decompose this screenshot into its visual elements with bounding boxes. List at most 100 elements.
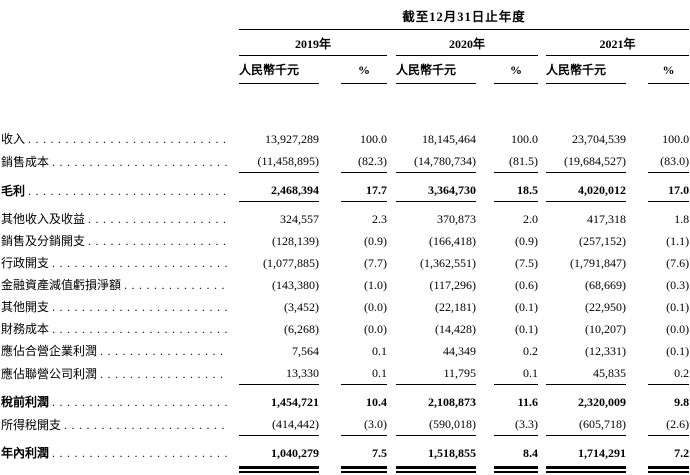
dot-leader <box>52 445 227 461</box>
amount-cell: (22,950) <box>585 300 626 314</box>
amount-cell: 2,468,394 <box>239 172 319 202</box>
double-rule-row <box>1 464 690 473</box>
amount-cell: 3,364,730 <box>396 172 476 202</box>
percent-cell: 0.2 <box>648 362 690 385</box>
percent-cell: (7.6) <box>666 256 690 270</box>
percent-cell: (0.9) <box>515 234 538 248</box>
row-label: 行政開支 <box>1 252 229 274</box>
amount-cell: (590,018) <box>396 413 476 436</box>
percent-cell: 0.2 <box>523 344 538 358</box>
percent-cell: (1.1) <box>666 234 690 248</box>
percent-header: % <box>648 55 690 84</box>
row-label: 財務成本 <box>1 318 229 340</box>
table-row-admin-expenses: 行政開支 (1,077,885) (7.7) (1,362,551) (7.5)… <box>1 252 689 274</box>
year-header: 2020年 <box>396 29 538 56</box>
percent-cell: 9.8 <box>674 395 690 409</box>
percent-cell: 17.7 <box>341 172 387 202</box>
double-rule <box>396 466 476 473</box>
amount-cell: (143,380) <box>272 278 319 292</box>
amount-cell: 44,349 <box>443 344 476 358</box>
amount-unit-header: 人民幣千元 <box>396 55 476 84</box>
dot-leader <box>52 394 227 410</box>
dot-leader <box>64 417 227 433</box>
row-label: 應佔聯營公司利潤 <box>1 362 229 385</box>
amount-unit-header: 人民幣千元 <box>546 55 626 84</box>
percent-cell: (1.0) <box>364 278 387 292</box>
spacer-row <box>1 84 689 129</box>
table-title: 截至12月31日止年度 <box>239 4 690 30</box>
dot-leader <box>100 366 227 382</box>
percent-cell: 0.1 <box>372 344 387 358</box>
percent-cell: 11.6 <box>517 395 538 409</box>
table-row-profit-before-tax: 稅前利潤 1,454,721 10.4 2,108,873 11.6 2,320… <box>1 385 689 414</box>
double-rule <box>546 466 626 473</box>
row-label: 銷售成本 <box>1 150 229 173</box>
amount-cell: (605,718) <box>546 413 626 436</box>
amount-cell: (1,077,885) <box>263 256 319 270</box>
amount-cell: 1,518,855 <box>428 446 476 460</box>
amount-cell: (257,152) <box>579 234 626 248</box>
amount-cell: 324,557 <box>280 212 319 226</box>
percent-cell: 10.4 <box>366 395 387 409</box>
percent-cell: 1.8 <box>674 212 690 226</box>
dot-leader <box>52 321 227 337</box>
amount-cell: (14,428) <box>435 322 476 336</box>
percent-cell: 18.5 <box>494 172 538 202</box>
amount-cell: (22,181) <box>435 300 476 314</box>
percent-header: % <box>341 55 387 84</box>
amount-cell: 23,704,539 <box>572 132 626 146</box>
prospectus-financial-page: { "colors": { "ink": "#000000", "backgro… <box>0 4 690 475</box>
percent-cell: (0.0) <box>666 322 690 336</box>
table-row-share-associates-profits: 應佔聯營公司利潤 13,330 0.1 11,795 0.1 45,835 0.… <box>1 362 690 385</box>
percent-cell: 0.1 <box>341 362 387 385</box>
percent-header: % <box>494 55 538 84</box>
row-label: 金融資產減值虧損淨額 <box>1 274 229 296</box>
year-header-row: 2019年 2020年 2021年 <box>1 29 690 56</box>
table-title-row: 截至12月31日止年度 <box>1 4 690 30</box>
percent-cell: (0.1) <box>515 300 538 314</box>
amount-cell: (14,780,734) <box>396 150 476 173</box>
amount-cell: 2,108,873 <box>428 395 476 409</box>
table-row-profit-for-year: 年內利潤 1,040,279 7.5 1,518,855 8.4 1,714,2… <box>1 436 689 465</box>
percent-cell: 100.0 <box>360 132 387 146</box>
amount-cell: (6,268) <box>284 322 319 336</box>
percent-cell: (0.1) <box>666 300 690 314</box>
percent-cell: (83.0) <box>648 150 690 173</box>
percent-cell: 0.1 <box>494 362 538 385</box>
amount-cell: 13,330 <box>239 362 319 385</box>
amount-cell: 417,318 <box>587 212 626 226</box>
amount-cell: 7,564 <box>292 344 319 358</box>
percent-cell: (0.0) <box>364 322 387 336</box>
row-label: 收入 <box>1 128 229 150</box>
amount-cell: (1,362,551) <box>420 256 476 270</box>
amount-cell: (11,458,895) <box>239 150 319 173</box>
table-row-selling-expenses: 銷售及分銷開支 (128,139) (0.9) (166,418) (0.9) … <box>1 230 689 252</box>
percent-cell: 7.5 <box>372 446 387 460</box>
amount-cell: 370,873 <box>437 212 476 226</box>
row-label: 毛利 <box>1 173 229 202</box>
amount-cell: (166,418) <box>429 234 476 248</box>
table-row-other-income: 其他收入及收益 324,557 2.3 370,873 2.0 417,318 … <box>1 202 689 231</box>
double-rule <box>341 466 387 473</box>
double-rule <box>648 466 690 473</box>
percent-cell: (0.6) <box>515 278 538 292</box>
amount-cell: (19,684,527) <box>546 150 626 173</box>
amount-cell: (12,331) <box>585 344 626 358</box>
percent-cell: (82.3) <box>341 150 387 173</box>
amount-cell: 1,454,721 <box>271 395 319 409</box>
percent-cell: 8.4 <box>523 446 538 460</box>
year-header: 2019年 <box>239 29 387 56</box>
amount-cell: 2,320,009 <box>578 395 626 409</box>
percent-cell: (3.3) <box>494 413 538 436</box>
amount-cell: (414,442) <box>239 413 319 436</box>
amount-cell: 45,835 <box>546 362 626 385</box>
percent-cell: 2.3 <box>372 212 387 226</box>
percent-cell: (2.6) <box>648 413 690 436</box>
percent-cell: 2.0 <box>523 212 538 226</box>
dot-leader <box>88 211 227 227</box>
amount-cell: 13,927,289 <box>265 132 319 146</box>
amount-cell: (117,296) <box>429 278 476 292</box>
percent-cell: (7.7) <box>364 256 387 270</box>
percent-cell: (0.1) <box>666 344 690 358</box>
dot-leader <box>28 183 227 199</box>
